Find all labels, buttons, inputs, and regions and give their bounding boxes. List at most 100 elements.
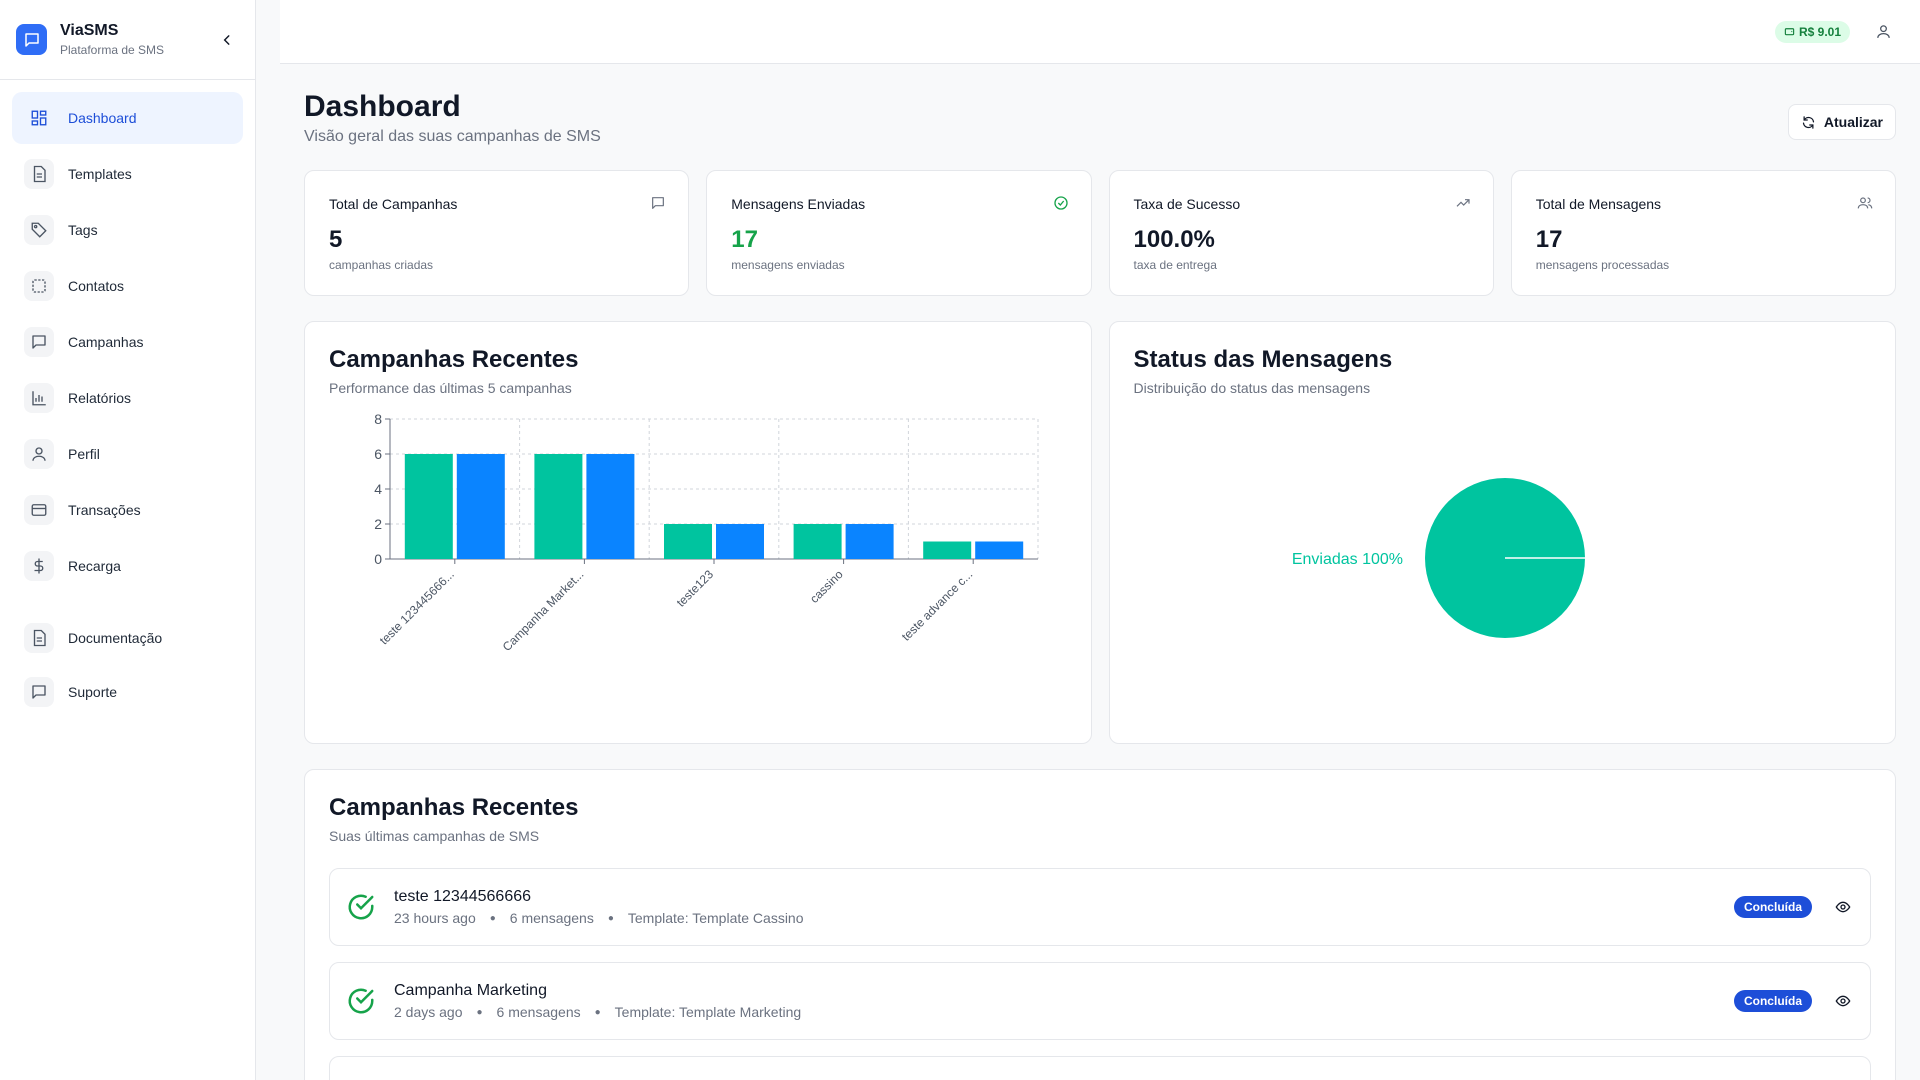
sidebar-item-transacoes[interactable]: Transações <box>12 484 243 536</box>
y-tick-label: 8 <box>374 411 382 427</box>
check-circle-icon <box>348 988 374 1014</box>
bar <box>923 541 972 559</box>
view-campaign-button[interactable] <box>1832 896 1854 918</box>
bar-chart-icon <box>24 383 54 413</box>
sidebar-item-label: Transações <box>68 502 141 518</box>
stat-value: 17 <box>1535 226 1563 253</box>
stat-value: 100.0% <box>1133 226 1215 253</box>
stat-card-success-rate: Taxa de Sucesso 100.0% taxa de entrega <box>1108 170 1494 296</box>
bar <box>534 454 583 559</box>
campaign-time: 2 days ago <box>394 1004 463 1020</box>
sidebar-item-label: Perfil <box>68 446 100 462</box>
eye-icon <box>1835 995 1851 1007</box>
campaign-time: 23 hours ago <box>394 910 476 926</box>
stat-desc: mensagens processadas <box>1535 258 1670 272</box>
stat-label: Taxa de Sucesso <box>1133 196 1241 212</box>
list-item[interactable]: teste 12344566666 23 hours ago ● 6 mensa… <box>329 868 1871 946</box>
campaign-list: teste 12344566666 23 hours ago ● 6 mensa… <box>305 868 1895 1080</box>
user-icon <box>1876 25 1890 38</box>
brand-subtitle: Plataforma de SMS <box>60 43 165 57</box>
bar <box>456 454 505 559</box>
sidebar-item-label: Tags <box>68 222 98 238</box>
sidebar-item-perfil[interactable]: Perfil <box>12 428 243 480</box>
y-tick-label: 6 <box>374 446 382 462</box>
bar <box>664 524 712 559</box>
panel-title: Campanhas Recentes <box>329 794 579 821</box>
view-campaign-button[interactable] <box>1832 990 1854 1012</box>
bar <box>404 454 453 559</box>
y-tick-label: 0 <box>374 551 382 567</box>
user-menu-button[interactable] <box>1872 21 1894 43</box>
message-status-chart-panel: Status das Mensagens Distribuição do sta… <box>1108 321 1896 744</box>
campaign-name: Campanha Marketing <box>394 982 547 999</box>
refresh-button[interactable]: Atualizar <box>1787 104 1896 140</box>
bar <box>793 524 842 559</box>
campaign-template: Template: Template Marketing <box>614 1004 802 1020</box>
bar <box>716 524 764 559</box>
dashboard-icon <box>24 103 54 133</box>
message-icon <box>24 677 54 707</box>
campaign-template: Template: Template Cassino <box>627 910 804 926</box>
sidebar-item-templates[interactable]: Templates <box>12 148 243 200</box>
sidebar: ViaSMS Plataforma de SMS Dashboard Templ… <box>0 0 256 1080</box>
main-content: Dashboard Visão geral das suas campanhas… <box>304 64 1896 1080</box>
sidebar-item-recarga[interactable]: Recarga <box>12 540 243 592</box>
dollar-icon <box>24 551 54 581</box>
sidebar-item-dashboard[interactable]: Dashboard <box>12 92 243 144</box>
bar <box>845 524 894 559</box>
sidebar-item-documentacao[interactable]: Documentação <box>12 612 243 664</box>
stat-desc: mensagens enviadas <box>731 258 845 272</box>
trending-up-icon <box>1456 199 1470 207</box>
tag-icon <box>24 215 54 245</box>
y-tick-label: 4 <box>374 481 382 497</box>
message-icon <box>652 197 665 209</box>
sidebar-item-label: Relatórios <box>68 390 132 406</box>
refresh-label: Atualizar <box>1823 114 1883 130</box>
x-tick-label: Campanha Market... <box>500 567 587 654</box>
x-tick-label: teste 123445666... <box>377 567 457 647</box>
users-icon <box>1857 197 1873 209</box>
brand-logo-icon <box>16 24 47 55</box>
x-tick-label: teste123 <box>674 567 717 610</box>
file-icon <box>24 159 54 189</box>
file-icon <box>24 623 54 653</box>
list-item[interactable]: Campanha Marketing 2 days ago ● 6 mensag… <box>329 962 1871 1040</box>
stat-card-sent: Mensagens Enviadas 17 mensagens enviadas <box>706 170 1092 296</box>
check-circle-icon <box>348 894 374 920</box>
brand-header: ViaSMS Plataforma de SMS <box>0 0 255 80</box>
status-badge: Concluída <box>1733 990 1812 1012</box>
sidebar-item-tags[interactable]: Tags <box>12 204 243 256</box>
stat-card-campaigns: Total de Campanhas 5 campanhas criadas <box>304 170 690 296</box>
sidebar-item-contatos[interactable]: Contatos <box>12 260 243 312</box>
topbar: R$ 9.01 <box>280 0 1920 64</box>
panel-subtitle: Distribuição do status das mensagens <box>1133 380 1371 396</box>
recent-campaigns-list-panel: Campanhas Recentes Suas últimas campanha… <box>304 769 1896 1080</box>
stat-label: Total de Mensagens <box>1535 196 1662 212</box>
user-icon <box>24 439 54 469</box>
panel-title: Status das Mensagens <box>1133 346 1393 373</box>
bar <box>586 454 635 559</box>
campaign-messages: 6 mensagens <box>496 1004 581 1020</box>
page-subtitle: Visão geral das suas campanhas de SMS <box>304 128 601 145</box>
eye-icon <box>1835 901 1851 913</box>
panel-subtitle: Suas últimas campanhas de SMS <box>329 828 540 844</box>
collapse-sidebar-button[interactable] <box>215 28 239 52</box>
sidebar-item-suporte[interactable]: Suporte <box>12 666 243 718</box>
stat-desc: campanhas criadas <box>329 258 434 272</box>
panel-title: Campanhas Recentes <box>329 346 579 373</box>
bar <box>975 541 1024 559</box>
y-tick-label: 2 <box>374 516 382 532</box>
refresh-icon <box>1802 115 1814 129</box>
pie-label: Enviadas 100% <box>1291 551 1402 568</box>
x-tick-label: cassino <box>807 567 846 606</box>
sidebar-item-label: Contatos <box>68 278 125 294</box>
stat-desc: taxa de entrega <box>1133 258 1217 272</box>
sidebar-item-label: Recarga <box>68 558 121 574</box>
balance-badge[interactable]: R$ 9.01 <box>1774 20 1850 43</box>
pie-chart: Enviadas 100% <box>1291 478 1585 638</box>
sidebar-nav: Dashboard Templates Tags Contatos Campan… <box>0 80 255 734</box>
sidebar-item-relatorios[interactable]: Relatórios <box>12 372 243 424</box>
list-item[interactable] <box>329 1056 1871 1080</box>
wallet-icon <box>1784 28 1795 36</box>
sidebar-item-campanhas[interactable]: Campanhas <box>12 316 243 368</box>
